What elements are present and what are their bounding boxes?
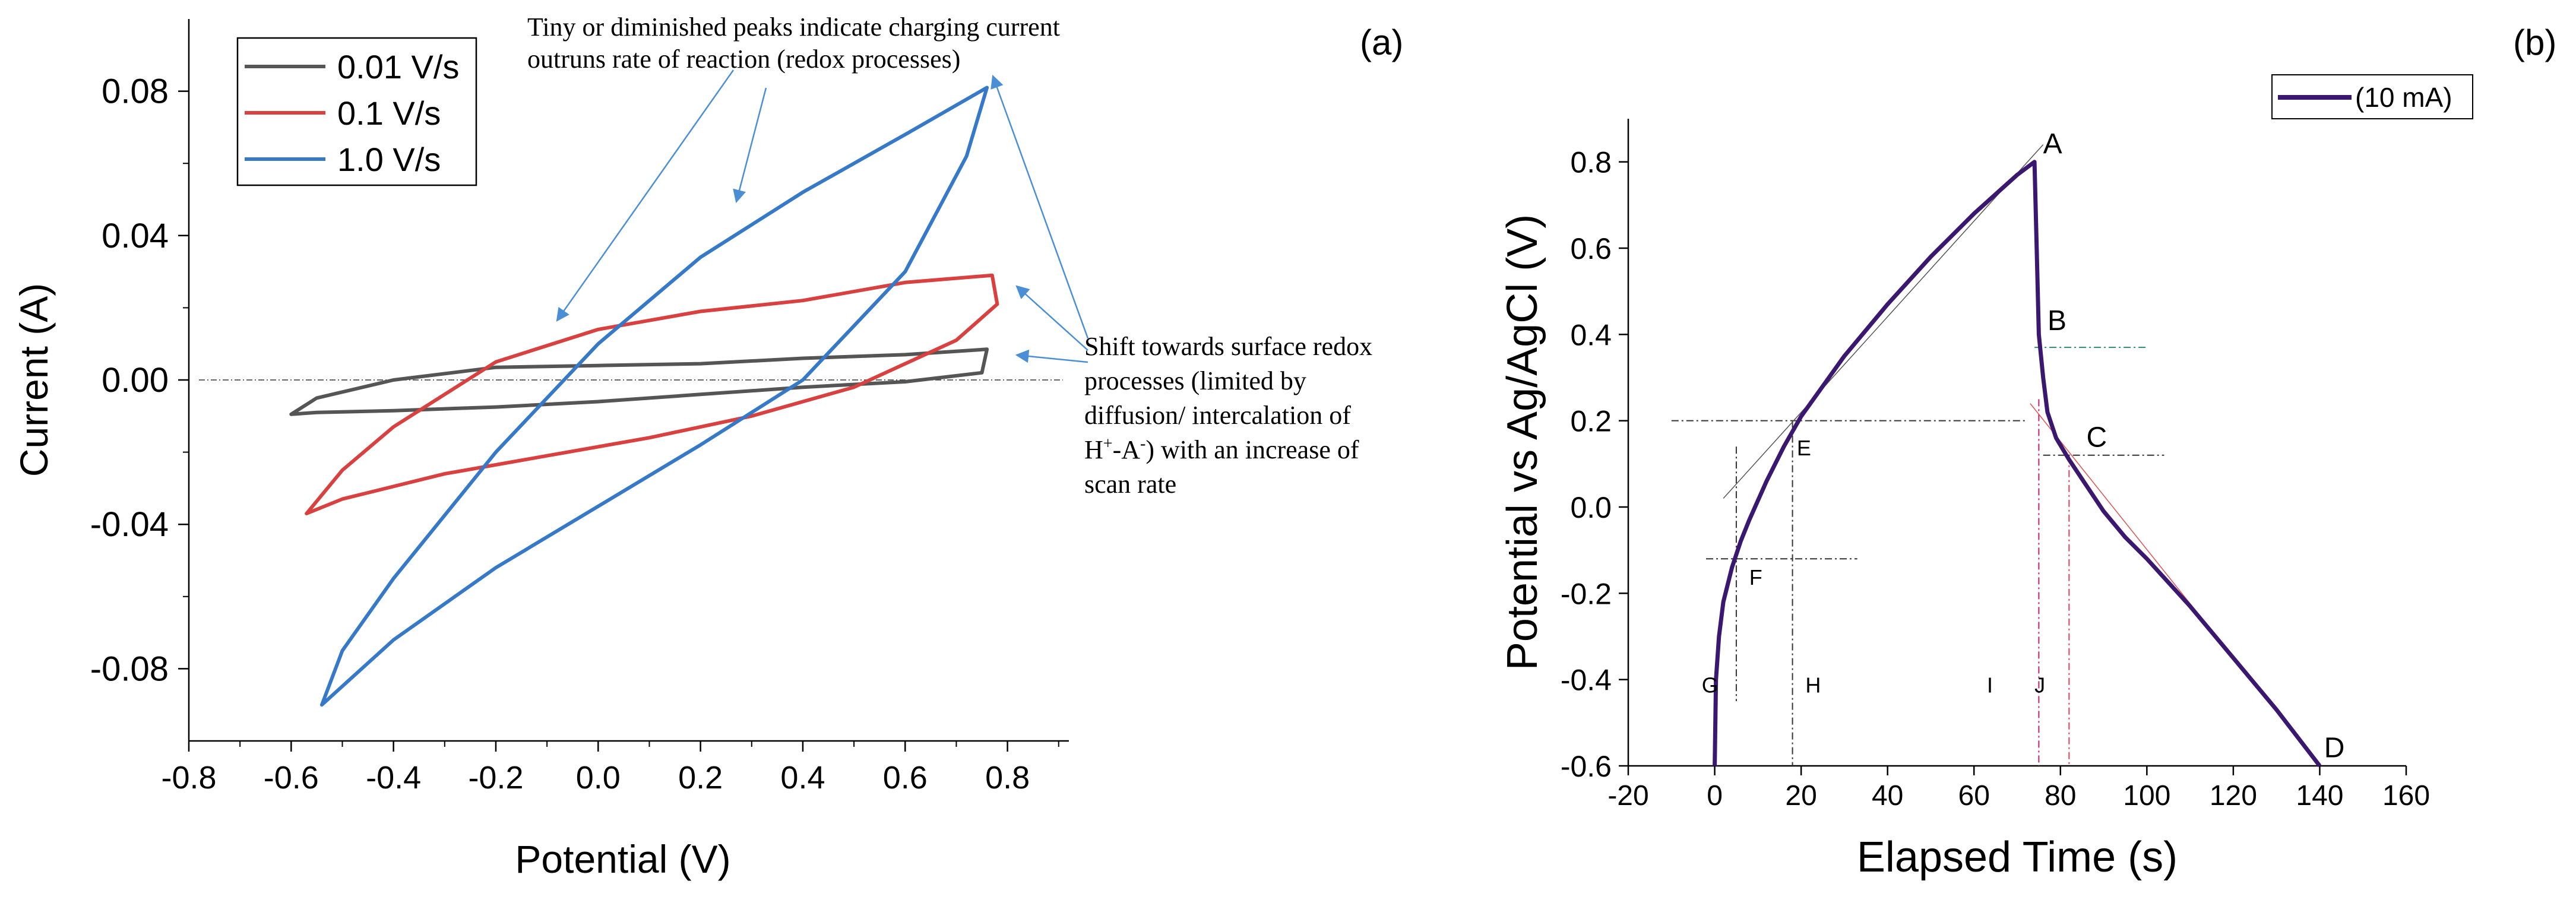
y-tick-label-a: 0.08 (102, 72, 169, 111)
x-tick-label-b: 160 (2382, 780, 2430, 812)
x-tick-label-b: 0 (1707, 780, 1723, 812)
x-tick-label-a: 0.6 (883, 760, 928, 796)
legend-label-0: 0.01 V/s (337, 48, 459, 85)
y-tick-label-b: 0.4 (1570, 318, 1612, 351)
x-tick-label-a: -0.4 (366, 760, 421, 796)
y-tick-label-b: -0.2 (1561, 577, 1612, 610)
x-tick-label-b: -20 (1607, 780, 1648, 812)
annotation-arrow (556, 69, 735, 322)
point-label-C: C (2086, 422, 2107, 453)
y-axis-title-a: Current (A) (12, 283, 56, 477)
legend-label-1: 0.1 V/s (337, 94, 441, 132)
y-tick-label-b: -0.4 (1561, 664, 1612, 697)
y-tick-label-b: 0.6 (1570, 232, 1612, 265)
annotation-peaks: Tiny or diminished peaks indicate chargi… (527, 12, 1060, 74)
point-label-I: I (1987, 673, 1993, 697)
annotation-shift: Shift towards surface redox processes (li… (1084, 332, 1372, 499)
x-tick-label-a: -0.2 (468, 760, 523, 796)
point-label-B: B (2047, 305, 2067, 337)
x-tick-label-b: 40 (1872, 780, 1903, 812)
x-tick-label-a: 0.2 (678, 760, 723, 796)
y-tick-label-a: -0.08 (90, 649, 169, 688)
series-line-0 (289, 347, 989, 416)
tangent-line (1723, 144, 2044, 499)
legend-label-2: 1.0 V/s (337, 141, 441, 178)
series-line-1 (305, 273, 999, 515)
series-line-2 (320, 85, 989, 707)
point-label-D: D (2324, 732, 2345, 763)
x-tick-label-b: 120 (2210, 780, 2257, 812)
y-tick-label-a: 0.00 (102, 361, 169, 400)
point-label-A: A (2043, 128, 2062, 160)
y-tick-label-b: 0.2 (1570, 405, 1612, 438)
panel-label-b: (b) (2513, 23, 2556, 62)
y-tick-label-b: 0.0 (1570, 491, 1612, 524)
panel-label-a: (a) (1360, 23, 1403, 62)
legend-label-b: (10 mA) (2355, 82, 2452, 113)
legend-b: (10 mA) (2271, 74, 2473, 119)
x-tick-label-a: -0.6 (264, 760, 319, 796)
x-tick-label-b: 20 (1785, 780, 1817, 812)
x-tick-label-b: 80 (2045, 780, 2076, 812)
point-label-F: F (1749, 565, 1762, 590)
chart-panel-a: -0.8 -0.6 -0.4 -0.2 0.0 0.2 0.4 0.6 0.8 -0.08 -0.0… (12, 12, 1403, 881)
y-tick-label-b: 0.8 (1570, 146, 1612, 179)
x-tick-label-a: 0.4 (780, 760, 825, 796)
x-tick-label-a: -0.8 (161, 760, 216, 796)
y-tick-label-b: -0.6 (1561, 750, 1612, 783)
annotation-arrow (990, 74, 1089, 339)
legend-a: 0.01 V/s 0.1 V/s 1.0 V/s (236, 37, 477, 186)
annotation-arrow (1015, 349, 1088, 363)
x-tick-label-a: 0.8 (985, 760, 1030, 796)
y-tick-label-a: 0.04 (102, 217, 169, 255)
point-label-J: J (2034, 673, 2045, 697)
chart-panel-b: -20 0 20 40 60 80 100 120 140 160 -0.6 -0.4 -0.2 0.0 0… (1499, 23, 2556, 881)
series-line-b-0 (1713, 160, 2322, 768)
y-tick-label-a: -0.04 (90, 505, 169, 544)
x-tick-label-b: 140 (2296, 780, 2343, 812)
x-tick-label-b: 100 (2123, 780, 2170, 812)
y-axis-title-b: Potential vs Ag/AgCl (V) (1499, 214, 1546, 670)
point-label-G: G (1702, 673, 1719, 697)
point-label-E: E (1797, 436, 1811, 460)
x-axis-title-a: Potential (V) (515, 837, 730, 881)
x-tick-label-a: 0.0 (576, 760, 621, 796)
x-axis-title-b: Elapsed Time (s) (1857, 834, 2178, 881)
annotation-arrow (1015, 285, 1088, 351)
point-label-H: H (1805, 673, 1821, 697)
x-tick-label-b: 60 (1958, 780, 1990, 812)
annotation-arrow (733, 87, 767, 204)
